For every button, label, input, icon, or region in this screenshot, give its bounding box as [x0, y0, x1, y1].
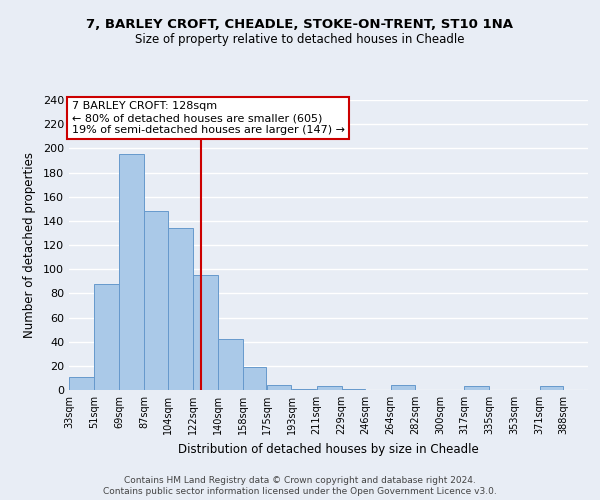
Text: Contains HM Land Registry data © Crown copyright and database right 2024.: Contains HM Land Registry data © Crown c… [124, 476, 476, 485]
Bar [145, 211, 167, 390]
Y-axis label: Number of detached properties: Number of detached properties [23, 152, 36, 338]
X-axis label: Distribution of detached houses by size in Cheadle: Distribution of detached houses by size … [178, 442, 479, 456]
Bar [317, 386, 341, 390]
Bar [342, 389, 365, 390]
Bar [193, 275, 218, 390]
Bar [119, 154, 144, 390]
Bar [292, 389, 316, 390]
Text: 7, BARLEY CROFT, CHEADLE, STOKE-ON-TRENT, ST10 1NA: 7, BARLEY CROFT, CHEADLE, STOKE-ON-TRENT… [86, 18, 514, 30]
Bar [218, 339, 243, 390]
Text: 7 BARLEY CROFT: 128sqm
← 80% of detached houses are smaller (605)
19% of semi-de: 7 BARLEY CROFT: 128sqm ← 80% of detached… [71, 102, 344, 134]
Bar [539, 386, 563, 390]
Bar [168, 228, 193, 390]
Text: Size of property relative to detached houses in Cheadle: Size of property relative to detached ho… [135, 32, 465, 46]
Bar [464, 386, 489, 390]
Bar [69, 376, 94, 390]
Bar [267, 385, 292, 390]
Text: Contains public sector information licensed under the Open Government Licence v3: Contains public sector information licen… [103, 488, 497, 496]
Bar [94, 284, 119, 390]
Bar [391, 385, 415, 390]
Bar [243, 367, 266, 390]
